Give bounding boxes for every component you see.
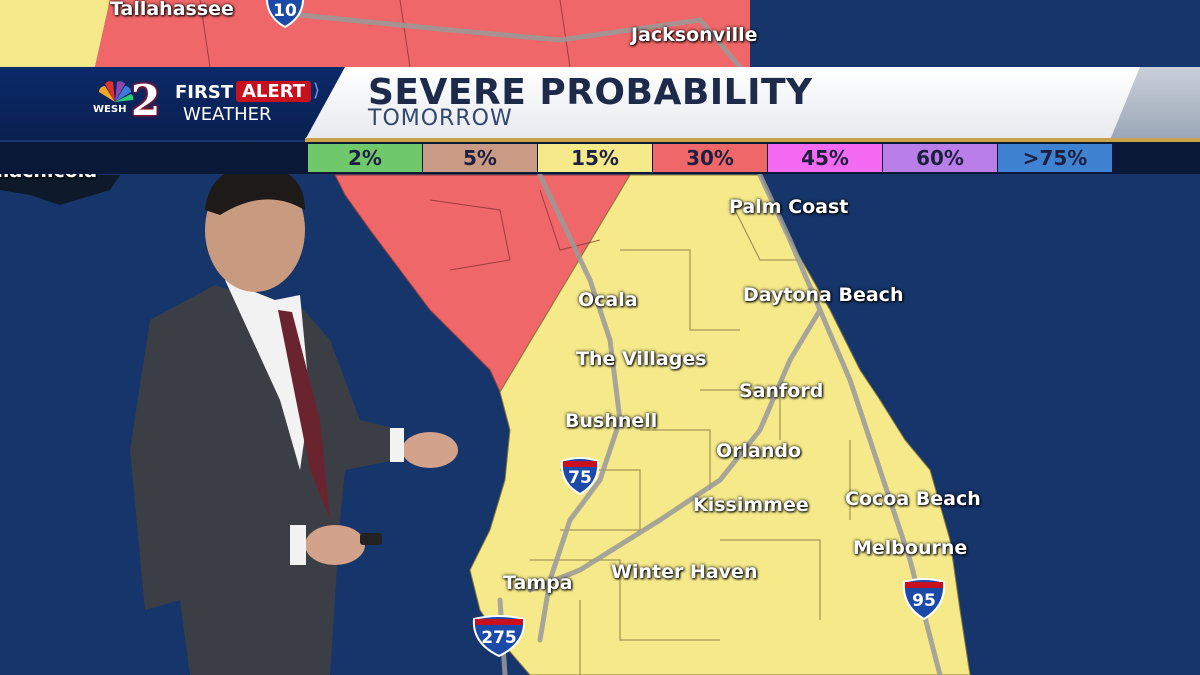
divider (305, 138, 1200, 142)
legend-item: >75% (998, 144, 1112, 172)
interstate-95-shield: 95 (902, 576, 946, 621)
nbc-peacock-icon (99, 81, 134, 102)
city-label-daytona-beach: Daytona Beach (743, 284, 904, 306)
city-label-bushnell: Bushnell (565, 410, 658, 432)
risk-area-30-north (95, 0, 750, 67)
city-label-cocoa-beach: Cocoa Beach (845, 488, 981, 510)
city-label-tampa: Tampa (503, 572, 573, 594)
legend-item: 45% (768, 144, 882, 172)
city-label-winter-haven: Winter Haven (611, 561, 758, 583)
interstate-shield-icon (265, 0, 305, 29)
legend-item: 5% (423, 144, 537, 172)
legend-item: 30% (653, 144, 767, 172)
interstate-number: 10 (273, 1, 297, 21)
city-label-palm-coast: Palm Coast (729, 196, 849, 218)
city-label-kissimmee: Kissimmee (693, 494, 809, 516)
legend-item: 2% (308, 144, 422, 172)
risk-area-15-north (0, 0, 110, 67)
interstate-shield-icon (472, 615, 526, 658)
interstate-shield-icon (560, 457, 600, 496)
interstate-number: 275 (481, 628, 517, 648)
interstate-75-shield: 75 (560, 455, 600, 496)
graphic-banner (0, 67, 1200, 140)
legend-item: 15% (538, 144, 652, 172)
logo-alert: ALERT (236, 81, 312, 102)
city-label-tallahassee: Tallahassee (110, 0, 234, 20)
logo-channel-number: 2 (131, 76, 161, 125)
logo-first: FIRST (175, 82, 234, 103)
city-label-sanford: Sanford (739, 380, 824, 402)
interstate-number: 95 (912, 591, 936, 611)
page-subtitle: TOMORROW (368, 106, 513, 131)
interstate-shield-icon (902, 578, 946, 621)
city-label-ocala: Ocala (578, 289, 638, 311)
logo-panel (0, 67, 345, 140)
interstate-number: 75 (568, 468, 592, 488)
city-label-orlando: Orlando (716, 440, 802, 462)
interstate-10-shield: 10 (265, 0, 305, 29)
page-title: SEVERE PROBABILITY (368, 72, 813, 113)
logo-weather: WEATHER (183, 104, 272, 125)
interstate-275-shield: 275 (472, 613, 526, 658)
panhandle-coast (0, 175, 120, 205)
city-label-the-villages: The Villages (576, 348, 707, 370)
legend-item: 60% (883, 144, 997, 172)
city-label-melbourne: Melbourne (853, 537, 968, 559)
logo-wesh: WESH (93, 104, 127, 115)
city-label-jacksonville: Jacksonville (631, 24, 758, 46)
chevron-right-icon: ⟩ (313, 80, 321, 101)
title-panel (305, 67, 1200, 140)
